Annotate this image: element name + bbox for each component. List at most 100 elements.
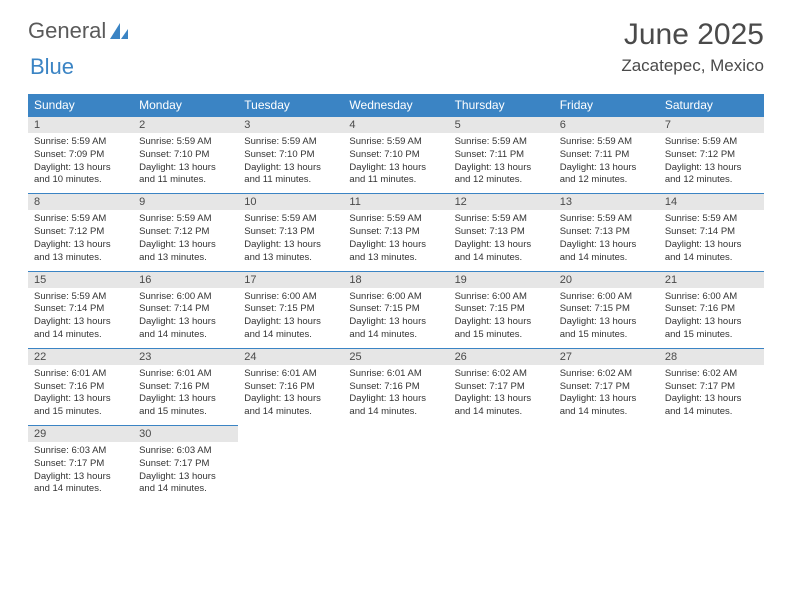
day-number: 25 <box>343 349 448 365</box>
title-block: June 2025 Zacatepec, Mexico <box>621 18 764 76</box>
calendar-day-cell: 17Sunrise: 6:00 AMSunset: 7:15 PMDayligh… <box>238 271 343 348</box>
calendar-day-cell: .. <box>343 426 448 503</box>
day-details: Sunrise: 6:01 AMSunset: 7:16 PMDaylight:… <box>28 365 133 425</box>
day-number: 14 <box>659 194 764 210</box>
day-details: Sunrise: 5:59 AMSunset: 7:10 PMDaylight:… <box>133 133 238 193</box>
calendar-day-cell: .. <box>238 426 343 503</box>
calendar-day-cell: 16Sunrise: 6:00 AMSunset: 7:14 PMDayligh… <box>133 271 238 348</box>
day-number: 24 <box>238 349 343 365</box>
day-number: 12 <box>449 194 554 210</box>
calendar-day-cell: 30Sunrise: 6:03 AMSunset: 7:17 PMDayligh… <box>133 426 238 503</box>
day-number: 3 <box>238 117 343 133</box>
day-details: Sunrise: 5:59 AMSunset: 7:13 PMDaylight:… <box>554 210 659 270</box>
day-details: Sunrise: 5:59 AMSunset: 7:11 PMDaylight:… <box>554 133 659 193</box>
calendar-day-cell: 10Sunrise: 5:59 AMSunset: 7:13 PMDayligh… <box>238 194 343 271</box>
day-number: 18 <box>343 272 448 288</box>
day-details: Sunrise: 5:59 AMSunset: 7:13 PMDaylight:… <box>343 210 448 270</box>
day-number: 21 <box>659 272 764 288</box>
calendar-day-cell: .. <box>659 426 764 503</box>
day-details: Sunrise: 5:59 AMSunset: 7:13 PMDaylight:… <box>449 210 554 270</box>
calendar-day-cell: 4Sunrise: 5:59 AMSunset: 7:10 PMDaylight… <box>343 117 448 194</box>
day-details: Sunrise: 6:01 AMSunset: 7:16 PMDaylight:… <box>238 365 343 425</box>
day-details: Sunrise: 5:59 AMSunset: 7:12 PMDaylight:… <box>659 133 764 193</box>
calendar-day-cell: 27Sunrise: 6:02 AMSunset: 7:17 PMDayligh… <box>554 348 659 425</box>
day-details: Sunrise: 6:02 AMSunset: 7:17 PMDaylight:… <box>554 365 659 425</box>
calendar-week-row: 1Sunrise: 5:59 AMSunset: 7:09 PMDaylight… <box>28 117 764 194</box>
day-number: 28 <box>659 349 764 365</box>
day-details: Sunrise: 5:59 AMSunset: 7:13 PMDaylight:… <box>238 210 343 270</box>
calendar-day-cell: 28Sunrise: 6:02 AMSunset: 7:17 PMDayligh… <box>659 348 764 425</box>
day-details: Sunrise: 6:00 AMSunset: 7:15 PMDaylight:… <box>449 288 554 348</box>
logo-text-gray: General <box>28 18 106 44</box>
day-details: Sunrise: 5:59 AMSunset: 7:12 PMDaylight:… <box>28 210 133 270</box>
day-number: 7 <box>659 117 764 133</box>
day-number: 26 <box>449 349 554 365</box>
calendar-day-cell: 29Sunrise: 6:03 AMSunset: 7:17 PMDayligh… <box>28 426 133 503</box>
day-number: 5 <box>449 117 554 133</box>
calendar-day-cell: 12Sunrise: 5:59 AMSunset: 7:13 PMDayligh… <box>449 194 554 271</box>
day-header: Sunday <box>28 94 133 117</box>
day-details: Sunrise: 6:00 AMSunset: 7:15 PMDaylight:… <box>238 288 343 348</box>
day-details: Sunrise: 5:59 AMSunset: 7:14 PMDaylight:… <box>28 288 133 348</box>
calendar-day-cell: 14Sunrise: 5:59 AMSunset: 7:14 PMDayligh… <box>659 194 764 271</box>
day-details: Sunrise: 5:59 AMSunset: 7:11 PMDaylight:… <box>449 133 554 193</box>
day-number: 2 <box>133 117 238 133</box>
day-number: 8 <box>28 194 133 210</box>
day-header: Saturday <box>659 94 764 117</box>
calendar-day-cell: 2Sunrise: 5:59 AMSunset: 7:10 PMDaylight… <box>133 117 238 194</box>
calendar-day-cell: 25Sunrise: 6:01 AMSunset: 7:16 PMDayligh… <box>343 348 448 425</box>
calendar-day-cell: .. <box>449 426 554 503</box>
day-details: Sunrise: 5:59 AMSunset: 7:12 PMDaylight:… <box>133 210 238 270</box>
calendar-week-row: 8Sunrise: 5:59 AMSunset: 7:12 PMDaylight… <box>28 194 764 271</box>
calendar-day-cell: 3Sunrise: 5:59 AMSunset: 7:10 PMDaylight… <box>238 117 343 194</box>
calendar-day-cell: 7Sunrise: 5:59 AMSunset: 7:12 PMDaylight… <box>659 117 764 194</box>
day-number: 4 <box>343 117 448 133</box>
day-header: Wednesday <box>343 94 448 117</box>
day-details: Sunrise: 5:59 AMSunset: 7:09 PMDaylight:… <box>28 133 133 193</box>
logo: General <box>28 18 132 44</box>
day-details: Sunrise: 6:01 AMSunset: 7:16 PMDaylight:… <box>343 365 448 425</box>
day-number: 9 <box>133 194 238 210</box>
calendar-day-cell: 15Sunrise: 5:59 AMSunset: 7:14 PMDayligh… <box>28 271 133 348</box>
calendar-day-cell: 18Sunrise: 6:00 AMSunset: 7:15 PMDayligh… <box>343 271 448 348</box>
day-details: Sunrise: 6:01 AMSunset: 7:16 PMDaylight:… <box>133 365 238 425</box>
calendar-day-cell: .. <box>554 426 659 503</box>
day-number: 16 <box>133 272 238 288</box>
calendar-table: SundayMondayTuesdayWednesdayThursdayFrid… <box>28 94 764 502</box>
day-header: Thursday <box>449 94 554 117</box>
day-details: Sunrise: 5:59 AMSunset: 7:14 PMDaylight:… <box>659 210 764 270</box>
day-number: 13 <box>554 194 659 210</box>
calendar-day-cell: 19Sunrise: 6:00 AMSunset: 7:15 PMDayligh… <box>449 271 554 348</box>
day-number: 30 <box>133 426 238 442</box>
day-details: Sunrise: 6:00 AMSunset: 7:14 PMDaylight:… <box>133 288 238 348</box>
day-details: Sunrise: 5:59 AMSunset: 7:10 PMDaylight:… <box>343 133 448 193</box>
calendar-day-cell: 20Sunrise: 6:00 AMSunset: 7:15 PMDayligh… <box>554 271 659 348</box>
day-number: 23 <box>133 349 238 365</box>
day-header: Tuesday <box>238 94 343 117</box>
day-number: 10 <box>238 194 343 210</box>
calendar-week-row: 15Sunrise: 5:59 AMSunset: 7:14 PMDayligh… <box>28 271 764 348</box>
location: Zacatepec, Mexico <box>621 56 764 76</box>
calendar-day-cell: 13Sunrise: 5:59 AMSunset: 7:13 PMDayligh… <box>554 194 659 271</box>
day-details: Sunrise: 6:03 AMSunset: 7:17 PMDaylight:… <box>28 442 133 502</box>
page-title: June 2025 <box>621 18 764 52</box>
calendar-day-cell: 22Sunrise: 6:01 AMSunset: 7:16 PMDayligh… <box>28 348 133 425</box>
day-number: 19 <box>449 272 554 288</box>
calendar-day-cell: 5Sunrise: 5:59 AMSunset: 7:11 PMDaylight… <box>449 117 554 194</box>
day-number: 22 <box>28 349 133 365</box>
day-number: 11 <box>343 194 448 210</box>
day-number: 27 <box>554 349 659 365</box>
day-details: Sunrise: 6:02 AMSunset: 7:17 PMDaylight:… <box>449 365 554 425</box>
calendar-day-cell: 1Sunrise: 5:59 AMSunset: 7:09 PMDaylight… <box>28 117 133 194</box>
day-header: Monday <box>133 94 238 117</box>
day-number: 29 <box>28 426 133 442</box>
day-details: Sunrise: 6:00 AMSunset: 7:15 PMDaylight:… <box>343 288 448 348</box>
calendar-day-cell: 8Sunrise: 5:59 AMSunset: 7:12 PMDaylight… <box>28 194 133 271</box>
calendar-day-cell: 6Sunrise: 5:59 AMSunset: 7:11 PMDaylight… <box>554 117 659 194</box>
day-number: 20 <box>554 272 659 288</box>
day-number: 17 <box>238 272 343 288</box>
day-details: Sunrise: 6:00 AMSunset: 7:16 PMDaylight:… <box>659 288 764 348</box>
day-number: 6 <box>554 117 659 133</box>
day-details: Sunrise: 6:02 AMSunset: 7:17 PMDaylight:… <box>659 365 764 425</box>
day-details: Sunrise: 5:59 AMSunset: 7:10 PMDaylight:… <box>238 133 343 193</box>
